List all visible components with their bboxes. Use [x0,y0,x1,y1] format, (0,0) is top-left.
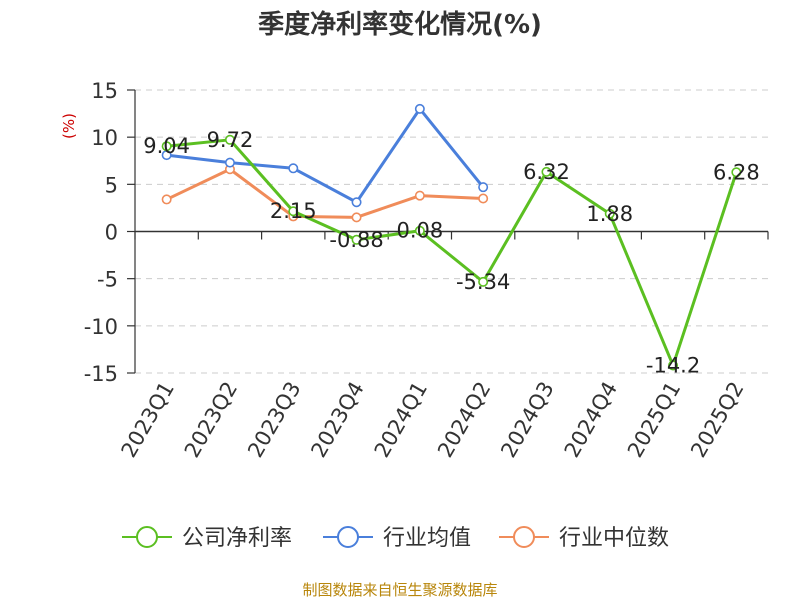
data-labels: 9.04 9.72 2.15 -0.88 0.08 -5.34 6.32 1.88 -14.2 6… [143,128,759,378]
x-tick-label: 2025Q2 [686,378,748,462]
legend-item[interactable]: 公司净利率 [122,526,292,551]
data-point[interactable] [351,234,362,245]
y-axis-unit: (%) [60,113,78,139]
data-label: 0.08 [396,219,443,243]
data-label: -14.2 [646,353,700,377]
x-tick-label: 2024Q1 [370,378,432,462]
legend[interactable]: 公司净利率 行业均值 行业中位数 [122,526,669,551]
data-label: 6.32 [523,160,570,184]
x-tick-label: 2023Q3 [243,378,305,462]
series-line [165,138,738,367]
x-tick-label: 2024Q4 [560,378,622,462]
legend-label: 行业中位数 [559,526,669,551]
y-tick-label: -5 [97,268,118,292]
data-point[interactable] [478,182,489,193]
y-tick-label: 10 [91,126,118,150]
x-tick-label: 2025Q1 [623,378,685,462]
series-points [161,103,742,371]
series-line [165,107,485,204]
data-label: 2.15 [270,199,317,223]
y-tick-label: 5 [105,173,118,197]
x-tick-label: 2024Q2 [433,378,495,462]
data-point[interactable] [224,157,235,168]
data-point[interactable] [668,360,679,371]
data-label: -5.34 [456,270,510,294]
data-point[interactable] [541,166,552,177]
chart-title: 季度净利率变化情况(%) [258,9,542,40]
data-point[interactable] [288,163,299,174]
data-point[interactable] [478,193,489,204]
data-point[interactable] [478,276,489,287]
legend-label: 行业均值 [383,526,471,551]
data-label: 1.88 [586,202,633,226]
series-lines [165,107,738,367]
data-source-note: 制图数据来自恒生聚源数据库 [302,581,497,599]
data-point[interactable] [414,190,425,201]
legend-item[interactable]: 行业均值 [323,526,471,551]
legend-marker [136,526,158,548]
data-point[interactable] [414,103,425,114]
data-label: -0.88 [329,228,383,252]
x-tick-label: 2024Q3 [496,378,558,462]
data-point[interactable] [288,206,299,217]
x-tick-label: 2023Q2 [180,378,242,462]
data-point[interactable] [351,197,362,208]
data-point[interactable] [224,134,235,145]
data-label: 9.04 [143,134,190,158]
data-point[interactable] [161,141,172,152]
y-tick-label: -10 [84,315,118,339]
y-tick-label: 0 [105,221,118,245]
data-point[interactable] [161,194,172,205]
x-tick-label: 2023Q1 [117,378,179,462]
legend-marker [337,526,359,548]
y-tick-label: -15 [84,362,118,386]
x-tick-label: 2023Q4 [306,378,368,462]
data-point[interactable] [604,208,615,219]
legend-item[interactable]: 行业中位数 [499,526,669,551]
data-point[interactable] [731,167,742,178]
series-line [165,167,485,219]
data-point[interactable] [351,212,362,223]
y-tick-label: 15 [91,79,118,103]
legend-marker [513,526,535,548]
legend-label: 公司净利率 [182,526,292,551]
data-label: 6.28 [713,160,760,184]
data-label: 9.72 [207,128,254,152]
data-point[interactable] [414,225,425,236]
